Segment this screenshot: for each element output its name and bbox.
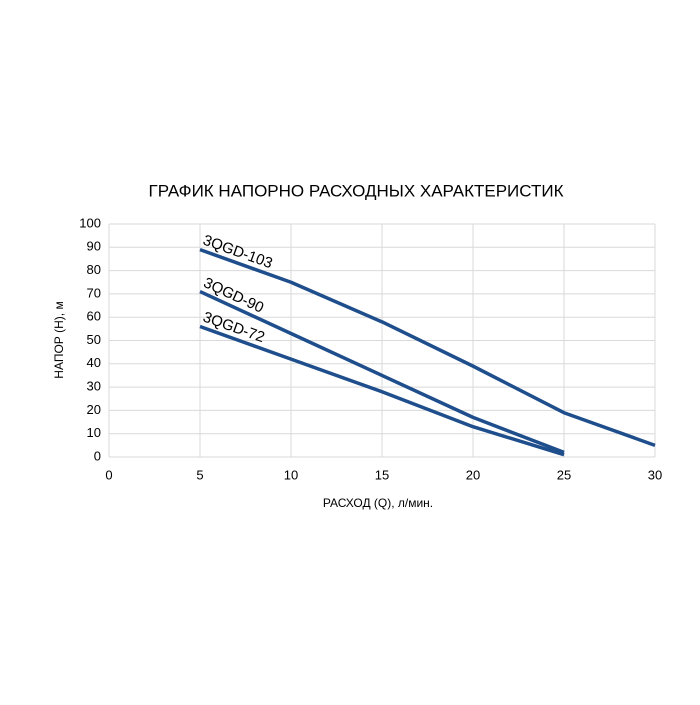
series-line — [199, 289, 565, 454]
x-tick-label: 5 — [196, 467, 203, 482]
x-tick-label: 25 — [557, 467, 571, 482]
x-tick-label: 15 — [375, 467, 389, 482]
y-tick-label: 70 — [87, 285, 101, 300]
x-tick-label: 30 — [648, 467, 662, 482]
y-tick-label: 90 — [87, 239, 101, 254]
y-tick-label: 20 — [87, 402, 101, 417]
y-tick-label: 10 — [87, 425, 101, 440]
y-tick-label: 30 — [87, 379, 101, 394]
x-tick-label: 0 — [105, 467, 112, 482]
x-tick-label: 20 — [466, 467, 480, 482]
y-tick-label: 50 — [87, 332, 101, 347]
y-tick-label: 80 — [87, 262, 101, 277]
y-tick-label: 100 — [79, 215, 101, 230]
y-tick-label: 40 — [87, 355, 101, 370]
y-axis-label: НАПОР (Н), м — [52, 301, 66, 378]
x-axis-label: РАСХОД (Q), л/мин. — [323, 496, 433, 510]
series-line — [199, 324, 565, 457]
x-tick-label: 10 — [284, 467, 298, 482]
y-tick-label: 0 — [94, 448, 101, 463]
series-line — [199, 247, 656, 447]
y-tick-label: 60 — [87, 309, 101, 324]
chart-title: ГРАФИК НАПОРНО РАСХОДНЫХ ХАРАКТЕРИСТИК — [148, 181, 563, 200]
